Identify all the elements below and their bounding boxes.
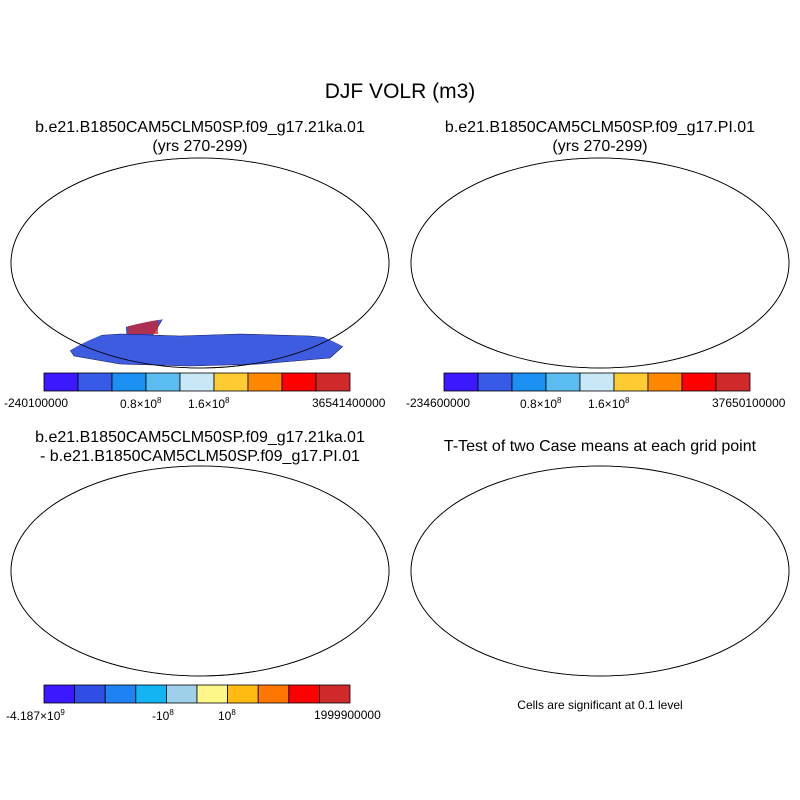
colorbar-swatch (613, 372, 649, 392)
colorbar-diff-label-mid1: -108 (152, 708, 174, 723)
colorbar-diff-label-mid2: 108 (218, 708, 236, 723)
colorbar-diff-label-min: -4.187×109 (6, 708, 65, 723)
colorbar-swatch (681, 372, 717, 392)
panel-title-case2-line2: (yrs 270-299) (552, 138, 648, 155)
colorbar-swatch (179, 372, 215, 392)
panel-title-diff-line2: - b.e21.B1850CAM5CLM50SP.f09_g17.PI.01 (40, 448, 360, 465)
panel-title-ttest: T-Test of two Case means at each grid po… (410, 437, 790, 456)
colorbar-case1-label-min: -240100000 (4, 396, 69, 410)
colorbar-case2-label-min: -234600000 (406, 396, 471, 410)
panel-title-diff-line1: b.e21.B1850CAM5CLM50SP.f09_g17.21ka.01 (35, 429, 365, 446)
panel-title-case1: b.e21.B1850CAM5CLM50SP.f09_g17.21ka.01 (… (10, 118, 390, 156)
panel-title-case1-line2: (yrs 270-299) (152, 138, 248, 155)
colorbar-swatch (213, 372, 249, 392)
colorbar-swatch (227, 684, 259, 704)
colorbar-case2-label-mid1: 0.8×108 (520, 396, 562, 411)
colorbar-case1-label-mid1: 0.8×108 (120, 396, 162, 411)
colorbar-swatch (196, 684, 229, 704)
colorbar-swatch (43, 684, 76, 704)
panel-title-ttest-line1: T-Test of two Case means at each grid po… (443, 438, 757, 455)
colorbar-swatch (74, 684, 106, 704)
panel-title-case2: b.e21.B1850CAM5CLM50SP.f09_g17.PI.01 (yr… (410, 118, 790, 156)
colorbar-swatch (145, 372, 181, 392)
colorbar-swatch (257, 684, 290, 704)
colorbar-swatch (104, 684, 137, 704)
colorbar-swatch (579, 372, 615, 392)
colorbar-swatch (715, 372, 751, 392)
panel-title-diff: b.e21.B1850CAM5CLM50SP.f09_g17.21ka.01 -… (10, 428, 390, 466)
colorbar-diff (43, 684, 351, 704)
colorbar-swatch (247, 372, 283, 392)
colorbar-swatch (281, 372, 317, 392)
main-title: DJF VOLR (m3) (324, 80, 476, 103)
colorbar-swatch (511, 372, 547, 392)
colorbar-case1-label-mid2: 1.6×108 (188, 396, 230, 411)
colorbar-swatch (477, 372, 513, 392)
colorbar-swatch (315, 372, 351, 392)
panel-title-case2-line1: b.e21.B1850CAM5CLM50SP.f09_g17.PI.01 (444, 119, 756, 136)
map-panel-case1 (10, 157, 390, 369)
map-panel-case2 (410, 157, 790, 369)
colorbar-diff-label-max: 1999900000 (314, 708, 381, 722)
colorbar-swatch (443, 372, 479, 392)
colorbar-swatch (165, 684, 198, 704)
colorbar-case2-label-mid2: 1.6×108 (588, 396, 630, 411)
panel-title-case1-line1: b.e21.B1850CAM5CLM50SP.f09_g17.21ka.01 (35, 119, 365, 136)
colorbar-swatch (545, 372, 581, 392)
colorbar-case1-label-max: 36541400000 (312, 396, 386, 410)
colorbar-case2-label-max: 37650100000 (712, 396, 786, 410)
map-panel-ttest (410, 465, 790, 677)
colorbar-swatch (111, 372, 147, 392)
colorbar-swatch (43, 372, 79, 392)
colorbar-swatch (135, 684, 167, 704)
significance-note: Cells are significant at 0.1 level (517, 698, 683, 712)
colorbar-swatch (318, 684, 351, 704)
map-panel-diff (10, 465, 390, 677)
colorbar-case1 (43, 372, 351, 392)
colorbar-swatch (288, 684, 320, 704)
colorbar-swatch (77, 372, 113, 392)
colorbar-swatch (647, 372, 683, 392)
colorbar-case2 (443, 372, 751, 392)
